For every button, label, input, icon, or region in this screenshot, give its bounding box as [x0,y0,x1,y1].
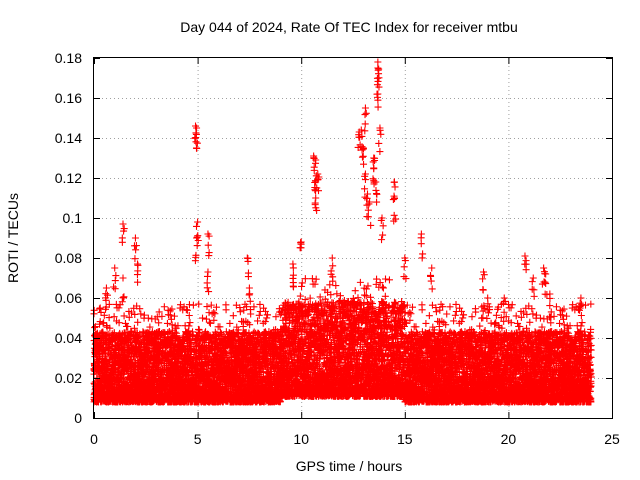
data-point [134,318,142,326]
data-point [199,314,207,322]
data-point [272,313,280,321]
data-point [127,309,135,317]
data-point [163,319,171,327]
data-point [120,312,128,320]
data-point [236,308,244,316]
data-point [216,323,224,331]
data-point [125,313,133,321]
data-point [160,303,168,311]
data-point [168,305,176,313]
data-point [189,301,197,309]
data-point [185,322,193,330]
data-point [137,310,145,318]
data-point [255,311,263,319]
data-point [102,352,110,360]
data-point [124,322,132,330]
data-point [226,319,234,327]
data-point [170,312,178,320]
data-point [115,304,123,312]
data-point [140,311,148,319]
data-point [144,314,152,322]
data-point [222,306,230,314]
data-point [100,311,108,319]
data-point [206,319,214,327]
data-point [106,324,114,332]
data-point [203,303,211,311]
data-point [135,333,143,341]
chart-title: Day 044 of 2024, Rate Of TEC Index for r… [180,19,517,35]
data-point [155,319,163,327]
data-point [105,300,113,308]
data-point [186,319,194,327]
data-point [131,310,139,318]
data-point [90,306,98,314]
data-point [260,304,268,312]
data-point [195,300,203,308]
data-point [115,319,123,327]
data-points [90,58,595,406]
data-point [110,313,118,321]
data-point [105,314,113,322]
data-point [256,300,264,308]
data-point [130,324,138,332]
data-point [136,305,144,313]
data-point [229,312,237,320]
data-point [91,324,99,332]
